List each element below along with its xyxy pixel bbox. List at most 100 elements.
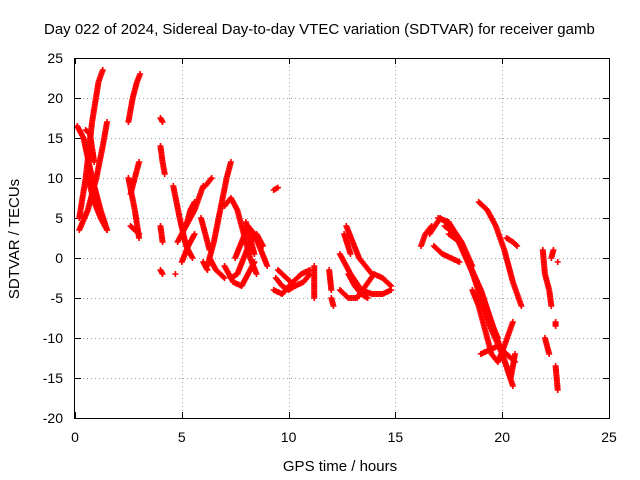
series-arc23 xyxy=(206,255,228,281)
series-arc53 xyxy=(548,247,557,261)
series-arc04 xyxy=(84,175,111,233)
data-point xyxy=(104,119,111,125)
data-point xyxy=(136,231,143,237)
data-point xyxy=(253,271,260,277)
data-point xyxy=(513,242,520,248)
y-axis-title: SDTVAR / TECUs xyxy=(6,179,23,299)
series-arc54 xyxy=(541,335,553,357)
series-arc13 xyxy=(157,267,166,277)
y-tick-label: 0 xyxy=(55,250,63,266)
tick-labels: 0 5 10 15 20 25 -20 -15 -10 -5 0 5 10 15 20 25 xyxy=(43,50,617,445)
data-point xyxy=(159,271,166,277)
data-points xyxy=(74,67,561,393)
series-arc28 xyxy=(242,219,258,257)
data-point xyxy=(91,159,98,165)
series-arc40 xyxy=(345,271,371,301)
data-point xyxy=(161,171,168,177)
data-point xyxy=(221,275,228,281)
y-tick-label: 5 xyxy=(55,210,63,226)
data-point xyxy=(347,251,354,257)
data-point xyxy=(264,263,271,269)
y-tick-label: -5 xyxy=(51,290,64,306)
data-point xyxy=(388,283,395,289)
series-arc09 xyxy=(127,159,143,197)
series-arc39 xyxy=(341,231,354,257)
grid xyxy=(75,58,609,418)
data-point xyxy=(518,303,525,309)
data-point xyxy=(330,303,337,309)
y-tick-label: 20 xyxy=(47,90,63,106)
series-arc52 xyxy=(539,247,555,309)
series-arc10 xyxy=(157,115,166,125)
series-arc42 xyxy=(430,243,463,265)
data-point xyxy=(227,159,234,165)
y-tick-label: 10 xyxy=(47,170,63,186)
data-point xyxy=(159,119,166,125)
series-arc33 xyxy=(311,263,318,301)
series-arc12 xyxy=(157,223,166,245)
series-arc05 xyxy=(82,127,98,165)
data-point xyxy=(548,303,555,309)
series-arc21 xyxy=(202,175,215,189)
data-point xyxy=(274,184,281,191)
data-point xyxy=(99,67,106,73)
series-arc17 xyxy=(183,199,198,229)
data-point xyxy=(191,199,198,205)
data-point xyxy=(328,287,335,293)
series-arc38 xyxy=(343,223,375,277)
series-arc32 xyxy=(272,275,299,293)
x-tick-label: 5 xyxy=(178,429,186,445)
x-tick-label: 0 xyxy=(71,429,79,445)
series-arc11 xyxy=(157,143,168,177)
data-point xyxy=(554,259,561,265)
series-arc14 xyxy=(172,271,179,277)
data-point xyxy=(251,251,258,257)
data-point xyxy=(514,243,521,249)
data-point xyxy=(159,239,166,245)
series-arc22 xyxy=(200,259,211,273)
series-arc55 xyxy=(552,319,559,329)
series-arc56 xyxy=(552,363,561,393)
y-tick-label: -15 xyxy=(43,370,63,386)
series-arc35 xyxy=(328,295,337,309)
data-point xyxy=(512,359,519,365)
series-arc24 xyxy=(221,195,260,277)
data-point xyxy=(204,267,211,273)
x-tick-label: 20 xyxy=(494,429,510,445)
data-point xyxy=(512,351,519,357)
series-arc48 xyxy=(469,287,516,365)
y-tick-label: -10 xyxy=(43,330,63,346)
data-point xyxy=(550,247,557,253)
x-axis-title: GPS time / hours xyxy=(283,458,397,475)
data-point xyxy=(172,271,179,277)
y-tick-label: 25 xyxy=(47,50,63,66)
series-arc34 xyxy=(326,267,335,293)
axis-ticks xyxy=(75,58,610,419)
data-point xyxy=(208,175,215,181)
data-point xyxy=(509,383,516,389)
data-point xyxy=(137,71,144,77)
data-point xyxy=(104,227,111,233)
data-point xyxy=(251,259,258,265)
data-point xyxy=(127,191,134,197)
data-point xyxy=(135,230,142,236)
data-point xyxy=(311,295,318,301)
series-arc20 xyxy=(204,159,234,269)
data-point xyxy=(552,323,559,329)
x-tick-label: 15 xyxy=(388,429,404,445)
plot-frame xyxy=(74,58,610,419)
series-arc18 xyxy=(178,231,198,265)
chart-title: Day 022 of 2024, Sidereal Day-to-day VTE… xyxy=(44,21,595,38)
data-point xyxy=(546,351,553,357)
series-arc06 xyxy=(125,71,144,125)
data-point xyxy=(554,387,561,393)
series-arc29 xyxy=(270,184,281,193)
data-point xyxy=(509,319,516,325)
data-point xyxy=(368,271,375,277)
y-tick-label: -20 xyxy=(43,410,63,426)
data-point xyxy=(456,259,463,265)
data-point xyxy=(292,283,299,289)
series-arc49 xyxy=(477,343,519,365)
series-arc57 xyxy=(554,259,561,265)
